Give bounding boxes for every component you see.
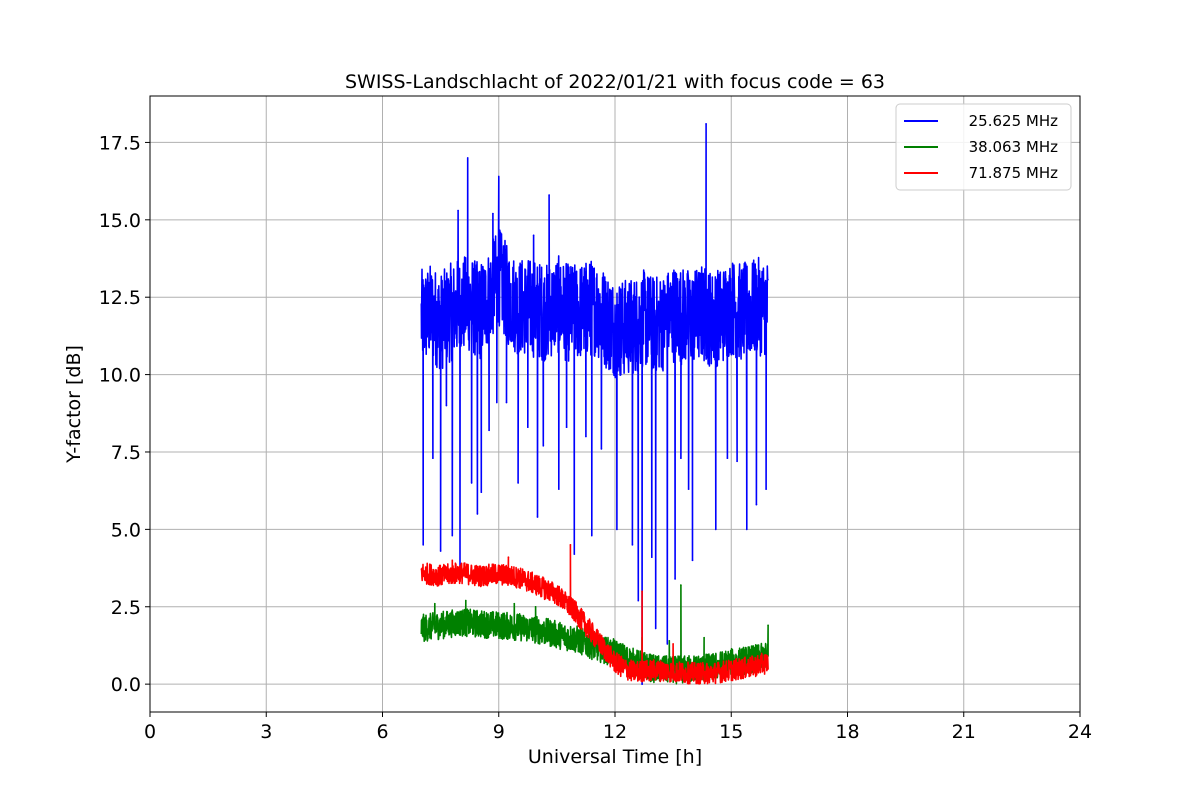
data-point bbox=[767, 624, 769, 627]
data-point bbox=[445, 404, 448, 407]
data-point bbox=[466, 157, 469, 159]
x-tick-label: 6 bbox=[376, 721, 388, 743]
data-point bbox=[726, 457, 729, 459]
data-point bbox=[517, 482, 519, 484]
y-axis-label: Y-factor [dB] bbox=[63, 345, 85, 464]
data-point bbox=[666, 643, 669, 645]
series-25-625-MHz bbox=[420, 123, 769, 685]
y-tick-label: 10.0 bbox=[99, 365, 141, 387]
data-point bbox=[457, 209, 459, 212]
x-tick-label: 15 bbox=[719, 721, 743, 743]
y-tick-label: 0.0 bbox=[111, 674, 141, 696]
data-point bbox=[476, 513, 479, 515]
series-line bbox=[420, 544, 769, 685]
data-point bbox=[434, 602, 436, 605]
x-axis-label: Universal Time [h] bbox=[528, 746, 702, 768]
y-tick-label: 17.5 bbox=[99, 132, 141, 154]
data-point bbox=[497, 175, 500, 178]
plot-series bbox=[420, 123, 769, 685]
data-point bbox=[703, 636, 705, 639]
series-71-875-MHz bbox=[420, 544, 769, 685]
data-point bbox=[641, 683, 643, 685]
y-tick-label: 2.5 bbox=[111, 597, 141, 619]
data-point bbox=[654, 627, 657, 630]
data-point bbox=[668, 640, 671, 642]
data-point bbox=[641, 590, 643, 593]
data-point bbox=[496, 401, 498, 404]
x-tick-label: 9 bbox=[493, 721, 505, 743]
data-point bbox=[736, 460, 738, 463]
data-point bbox=[575, 646, 578, 648]
data-point bbox=[590, 534, 593, 537]
data-point bbox=[488, 429, 490, 432]
data-point bbox=[439, 550, 442, 552]
data-point bbox=[585, 435, 587, 438]
data-point bbox=[600, 448, 603, 450]
data-point bbox=[505, 401, 508, 404]
data-point bbox=[651, 556, 653, 559]
data-point bbox=[548, 194, 550, 196]
data-point bbox=[534, 605, 537, 608]
data-point bbox=[569, 544, 572, 546]
data-point bbox=[536, 516, 539, 518]
data-point bbox=[558, 488, 560, 490]
x-tick-label: 21 bbox=[952, 721, 976, 743]
x-tick-label: 24 bbox=[1068, 721, 1092, 743]
legend-label: 71.875 MHz bbox=[969, 164, 1058, 182]
legend: 25.625 MHz 38.063 MHz 71.875 MHz bbox=[895, 103, 1072, 191]
data-point bbox=[705, 123, 707, 125]
x-tick-label: 12 bbox=[603, 721, 627, 743]
data-point bbox=[680, 584, 682, 586]
data-point bbox=[755, 503, 758, 506]
data-point bbox=[507, 556, 510, 559]
data-point bbox=[745, 528, 748, 531]
y-tick-label: 7.5 bbox=[111, 442, 141, 464]
x-tick-label: 18 bbox=[835, 721, 859, 743]
data-point bbox=[687, 488, 690, 490]
data-point bbox=[422, 544, 424, 546]
data-point bbox=[542, 444, 545, 447]
legend-label: 25.625 MHz bbox=[969, 112, 1058, 130]
data-point bbox=[691, 559, 694, 562]
data-point bbox=[470, 482, 473, 484]
data-point bbox=[765, 488, 767, 490]
data-point bbox=[565, 426, 568, 429]
y-tick-label: 12.5 bbox=[99, 287, 141, 309]
chart-title: SWISS-Landschlacht of 2022/01/21 with fo… bbox=[345, 71, 885, 93]
data-point bbox=[680, 457, 682, 459]
x-tick-label: 3 bbox=[260, 721, 272, 743]
series-line bbox=[420, 123, 769, 685]
data-point bbox=[637, 599, 640, 602]
y-tick-label: 15.0 bbox=[99, 210, 141, 232]
data-point bbox=[532, 234, 535, 237]
data-point bbox=[432, 457, 434, 459]
data-point bbox=[674, 578, 676, 580]
data-point bbox=[616, 528, 618, 531]
data-point bbox=[451, 559, 454, 562]
axis-ticks: 0 3 6 9 12 15 18 21 24 0.0 2.5 5.0 7.5 10.0 12.5 15.0 17… bbox=[99, 132, 1092, 743]
data-point bbox=[527, 426, 529, 429]
data-point bbox=[620, 373, 622, 376]
data-point bbox=[513, 602, 516, 605]
data-point bbox=[480, 491, 483, 494]
legend-box bbox=[895, 103, 1072, 191]
data-point bbox=[451, 534, 454, 537]
y-tick-label: 5.0 bbox=[111, 519, 141, 541]
data-point bbox=[672, 643, 674, 645]
data-point bbox=[714, 528, 717, 531]
legend-label: 38.063 MHz bbox=[969, 138, 1058, 156]
data-point bbox=[465, 599, 467, 602]
x-tick-label: 0 bbox=[144, 721, 156, 743]
data-point bbox=[573, 553, 576, 555]
data-point bbox=[631, 544, 634, 546]
data-point bbox=[492, 212, 494, 215]
